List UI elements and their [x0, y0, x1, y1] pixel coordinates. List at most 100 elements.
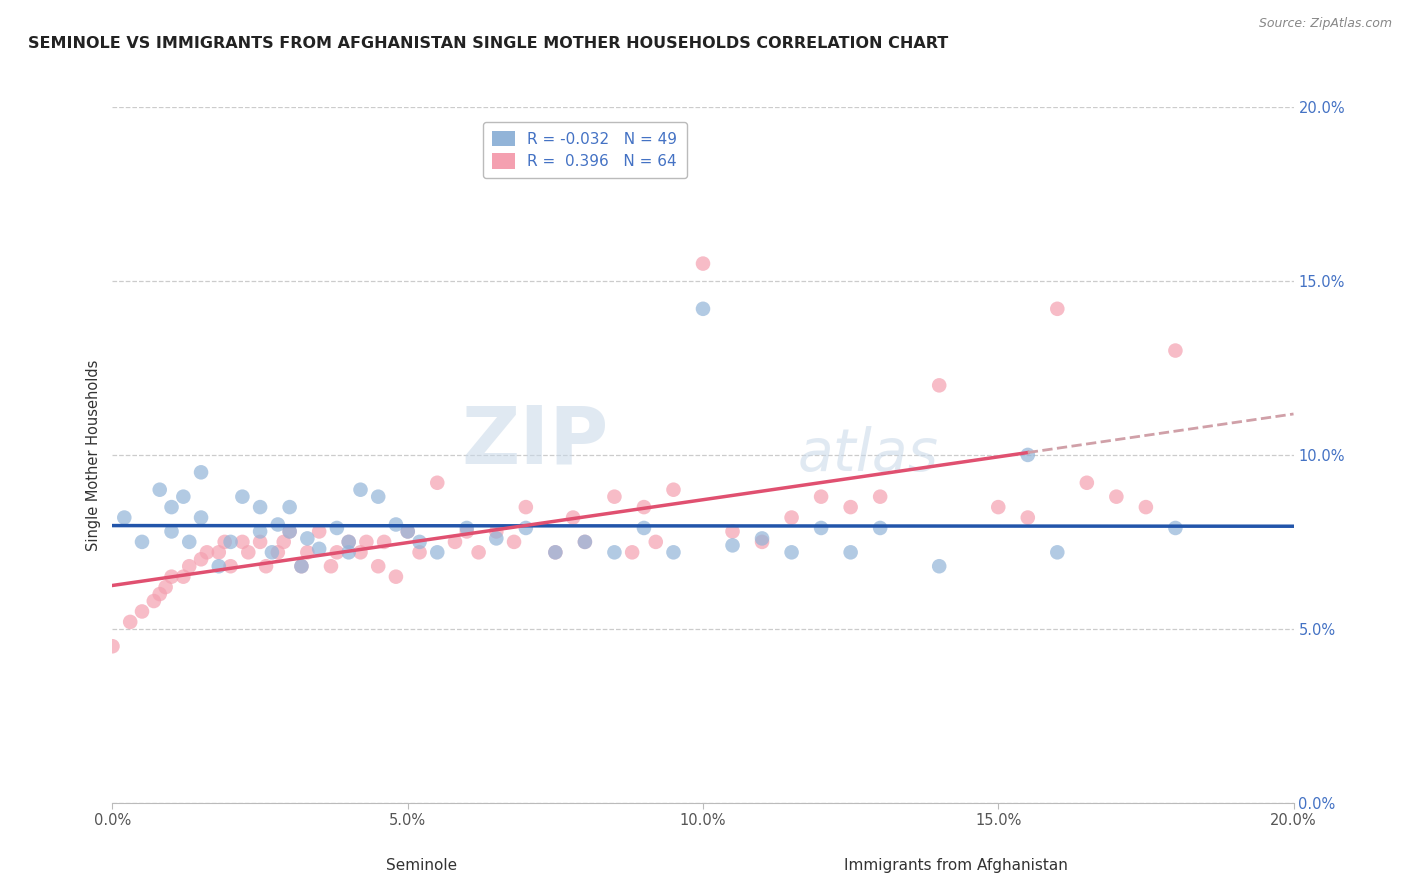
Point: [987, 500, 1010, 514]
Point: [869, 521, 891, 535]
Point: [810, 490, 832, 504]
Point: [515, 521, 537, 535]
Point: [172, 490, 194, 504]
Point: [810, 521, 832, 535]
Point: [1105, 490, 1128, 504]
Point: [485, 524, 508, 539]
Point: [385, 517, 408, 532]
Text: Source: ZipAtlas.com: Source: ZipAtlas.com: [1258, 17, 1392, 29]
Point: [467, 545, 489, 559]
Point: [367, 559, 389, 574]
Point: [337, 545, 360, 559]
Point: [544, 545, 567, 559]
Point: [1076, 475, 1098, 490]
Point: [574, 534, 596, 549]
Point: [149, 483, 172, 497]
Point: [644, 534, 666, 549]
Point: [297, 545, 319, 559]
Point: [515, 500, 537, 514]
Point: [238, 545, 260, 559]
Point: [396, 524, 419, 539]
Point: [112, 510, 135, 524]
Point: [1017, 448, 1039, 462]
Point: [633, 500, 655, 514]
Point: [349, 545, 371, 559]
Point: [692, 301, 714, 316]
Point: [1164, 521, 1187, 535]
Point: [249, 500, 271, 514]
Point: [214, 534, 236, 549]
Point: [254, 559, 277, 574]
Point: [231, 534, 253, 549]
Point: [260, 545, 283, 559]
Point: [1046, 545, 1069, 559]
Point: [349, 483, 371, 497]
Point: [290, 559, 312, 574]
Point: [326, 521, 349, 535]
Y-axis label: Single Mother Households: Single Mother Households: [86, 359, 101, 550]
Point: [337, 534, 360, 549]
Point: [485, 532, 508, 546]
Point: [456, 524, 478, 539]
Point: [928, 559, 950, 574]
Point: [544, 545, 567, 559]
Point: [131, 605, 153, 619]
Text: Seminole: Seminole: [387, 858, 457, 872]
Point: [160, 500, 183, 514]
Point: [721, 524, 744, 539]
Point: [142, 594, 165, 608]
Point: [179, 534, 201, 549]
Point: [751, 532, 773, 546]
Point: [367, 490, 389, 504]
Point: [160, 570, 183, 584]
Point: [172, 570, 194, 584]
Point: [308, 524, 330, 539]
Point: [751, 534, 773, 549]
Point: [385, 570, 408, 584]
Text: SEMINOLE VS IMMIGRANTS FROM AFGHANISTAN SINGLE MOTHER HOUSEHOLDS CORRELATION CHA: SEMINOLE VS IMMIGRANTS FROM AFGHANISTAN …: [28, 36, 949, 51]
Text: Immigrants from Afghanistan: Immigrants from Afghanistan: [844, 858, 1069, 872]
Point: [662, 545, 685, 559]
Point: [278, 500, 301, 514]
Point: [408, 534, 430, 549]
Point: [869, 490, 891, 504]
Point: [373, 534, 395, 549]
Point: [1017, 510, 1039, 524]
Point: [603, 545, 626, 559]
Point: [1046, 301, 1069, 316]
Point: [208, 559, 231, 574]
Point: [839, 545, 862, 559]
Point: [633, 521, 655, 535]
Point: [297, 532, 319, 546]
Point: [190, 510, 212, 524]
Point: [219, 534, 242, 549]
Text: ZIP: ZIP: [461, 402, 609, 480]
Point: [267, 517, 290, 532]
Point: [120, 615, 142, 629]
Point: [190, 466, 212, 480]
Point: [692, 256, 714, 270]
Point: [249, 534, 271, 549]
Point: [131, 534, 153, 549]
Point: [721, 538, 744, 552]
Point: [503, 534, 526, 549]
Point: [290, 559, 312, 574]
Point: [1164, 343, 1187, 358]
Point: [326, 545, 349, 559]
Point: [249, 524, 271, 539]
Point: [662, 483, 685, 497]
Point: [456, 521, 478, 535]
Point: [839, 500, 862, 514]
Point: [780, 510, 803, 524]
Point: [149, 587, 172, 601]
Point: [621, 545, 644, 559]
Point: [278, 524, 301, 539]
Point: [426, 545, 449, 559]
Point: [267, 545, 290, 559]
Point: [396, 524, 419, 539]
Point: [155, 580, 177, 594]
Text: atlas: atlas: [797, 426, 938, 483]
Point: [219, 559, 242, 574]
Point: [278, 524, 301, 539]
Point: [160, 524, 183, 539]
